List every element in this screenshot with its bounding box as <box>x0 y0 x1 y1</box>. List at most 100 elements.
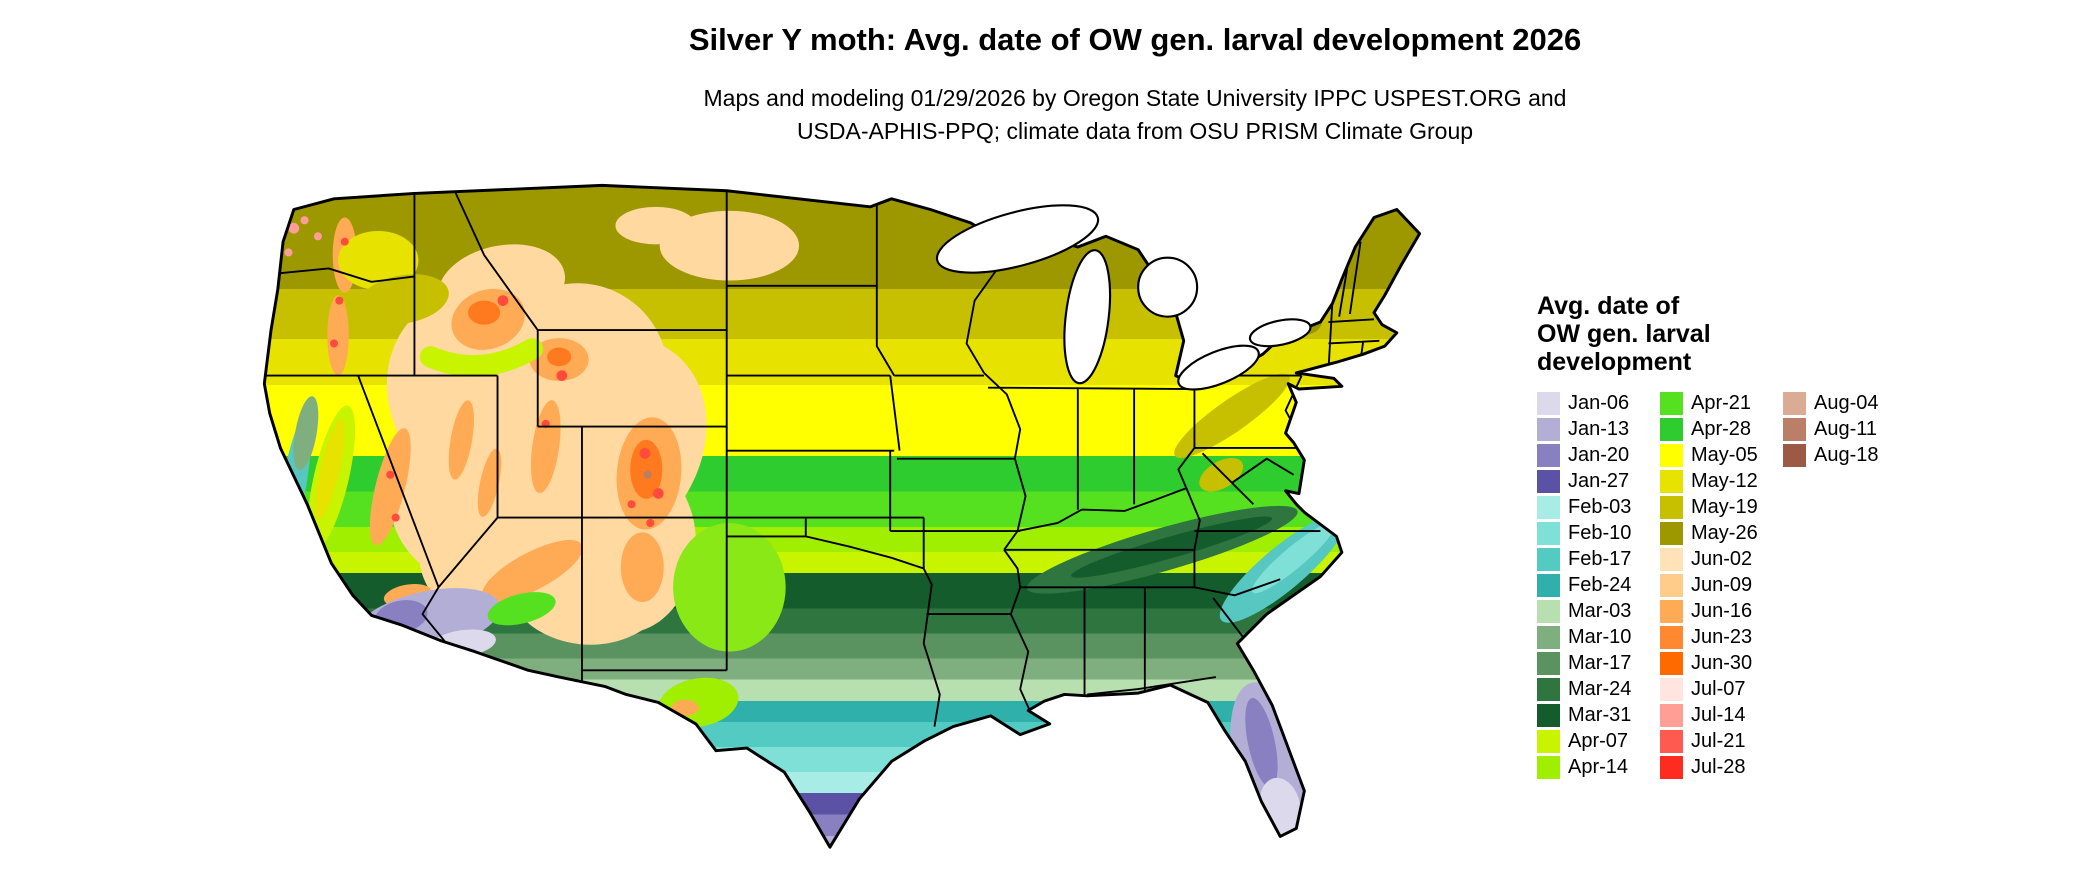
legend-item: May-26 <box>1660 520 1758 546</box>
legend-item: Aug-04 <box>1783 390 1879 416</box>
legend-swatch <box>1660 755 1683 779</box>
legend-item: Jun-02 <box>1660 546 1755 572</box>
legend-swatch <box>1537 651 1560 675</box>
legend-swatch <box>1537 703 1560 727</box>
legend-label: Aug-04 <box>1814 391 1879 414</box>
us-map-svg <box>262 183 1422 849</box>
legend-item: Jun-16 <box>1660 598 1755 624</box>
legend-label: Jan-13 <box>1568 417 1630 440</box>
legend-swatch <box>1660 599 1683 623</box>
legend-item: Jul-28 <box>1660 754 1755 780</box>
legend-item: Apr-07 <box>1537 728 1632 754</box>
legend-label: Aug-18 <box>1814 443 1879 466</box>
state-borders <box>264 190 1380 727</box>
legend-item: Aug-18 <box>1783 442 1879 468</box>
legend-label: Apr-07 <box>1568 729 1629 752</box>
legend-item: Apr-28 <box>1660 416 1755 442</box>
legend-title-line: OW gen. larval <box>1537 320 1711 348</box>
legend-label: Feb-03 <box>1568 495 1632 518</box>
legend-label: Jun-16 <box>1691 599 1753 622</box>
legend-label: Mar-10 <box>1568 625 1632 648</box>
legend-item: Jan-27 <box>1537 468 1632 494</box>
legend-label: Jun-02 <box>1691 547 1753 570</box>
legend-item: May-19 <box>1660 494 1758 520</box>
legend-swatch <box>1537 729 1560 753</box>
legend-item: Mar-24 <box>1537 676 1632 702</box>
legend-item: Feb-24 <box>1537 572 1632 598</box>
legend-label: May-05 <box>1691 443 1758 466</box>
legend-swatch <box>1660 417 1683 441</box>
legend-item: Mar-31 <box>1537 702 1632 728</box>
legend-swatch <box>1660 651 1683 675</box>
legend-swatch <box>1537 495 1560 519</box>
legend-column: Jan-06 Jan-13 Jan-20 Jan-27 Feb-03 Feb-10 Feb-… <box>1537 390 1632 780</box>
legend-swatch <box>1537 625 1560 649</box>
legend-title-line: Avg. date of <box>1537 292 1680 320</box>
lake-michigan <box>1063 249 1112 385</box>
legend-item: Jun-23 <box>1660 624 1755 650</box>
legend-label: Jul-07 <box>1691 677 1746 700</box>
legend-label: Jan-27 <box>1568 469 1630 492</box>
legend-label: Apr-14 <box>1568 755 1629 778</box>
page-title: Silver Y moth: Avg. date of OW gen. larv… <box>688 22 1582 57</box>
legend-swatch <box>1660 469 1683 493</box>
legend-swatch <box>1660 729 1683 753</box>
legend-item: Jan-20 <box>1537 442 1632 468</box>
legend-item: Mar-10 <box>1537 624 1632 650</box>
us-map <box>200 172 1500 882</box>
legend-swatch <box>1537 391 1560 415</box>
legend-swatch <box>1660 521 1683 545</box>
legend-item: Apr-21 <box>1660 390 1755 416</box>
subtitle: Maps and modeling 01/29/2026 by Oregon S… <box>340 82 1930 148</box>
legend-item: Jan-06 <box>1537 390 1632 416</box>
legend-label: Jul-28 <box>1691 755 1746 778</box>
legend-label: May-26 <box>1691 521 1758 544</box>
subtitle-line-2: USDA-APHIS-PPQ; climate data from OSU PR… <box>796 118 1474 144</box>
lake-superior <box>935 204 1100 274</box>
legend-swatch <box>1537 417 1560 441</box>
west-elevation-mosaic <box>276 206 800 728</box>
legend-label: May-12 <box>1691 469 1758 492</box>
legend-label: Jun-09 <box>1691 573 1753 596</box>
legend-item: Mar-03 <box>1537 598 1632 624</box>
legend-label: May-19 <box>1691 495 1758 518</box>
legend-label: Aug-11 <box>1814 417 1878 440</box>
legend-item: Jun-30 <box>1660 650 1755 676</box>
legend-item: Mar-17 <box>1537 650 1632 676</box>
legend-swatch <box>1660 703 1683 727</box>
legend-columns: Jan-06 Jan-13 Jan-20 Jan-27 Feb-03 Feb-10 Feb-… <box>1537 390 2077 780</box>
legend-item: Jul-21 <box>1660 728 1755 754</box>
legend-label: Mar-31 <box>1568 703 1632 726</box>
legend-label: Jan-20 <box>1568 443 1630 466</box>
legend-column: Aug-04 Aug-11 Aug-18 <box>1783 390 1879 468</box>
legend-item: May-12 <box>1660 468 1758 494</box>
legend-item: Feb-17 <box>1537 546 1632 572</box>
legend-label: Apr-28 <box>1691 417 1752 440</box>
legend-swatch <box>1660 495 1683 519</box>
us-outline <box>262 183 1422 849</box>
legend-swatch <box>1660 625 1683 649</box>
legend-label: Jul-14 <box>1691 703 1746 726</box>
legend-label: Feb-10 <box>1568 521 1632 544</box>
legend-label: Mar-17 <box>1568 651 1632 674</box>
legend-label: Jun-23 <box>1691 625 1753 648</box>
legend-label: Mar-03 <box>1568 599 1632 622</box>
legend-column: Apr-21 Apr-28 May-05 May-12 May-19 May-26 Jun-… <box>1660 390 1758 780</box>
legend-item: May-05 <box>1660 442 1758 468</box>
legend-swatch <box>1783 417 1806 441</box>
legend-item: Aug-11 <box>1783 416 1878 442</box>
legend-swatch <box>1537 521 1560 545</box>
legend-item: Jun-09 <box>1660 572 1755 598</box>
legend-swatch <box>1660 443 1683 467</box>
legend-swatch <box>1537 573 1560 597</box>
legend-label: Jan-06 <box>1568 391 1630 414</box>
legend-item: Jul-07 <box>1660 676 1755 702</box>
legend: Avg. date of OW gen. larval development … <box>1537 292 2077 780</box>
legend-swatch <box>1537 469 1560 493</box>
legend-swatch <box>1537 547 1560 571</box>
legend-label: Mar-24 <box>1568 677 1632 700</box>
legend-swatch <box>1537 677 1560 701</box>
lake-huron <box>1137 256 1199 318</box>
legend-swatch <box>1660 573 1683 597</box>
